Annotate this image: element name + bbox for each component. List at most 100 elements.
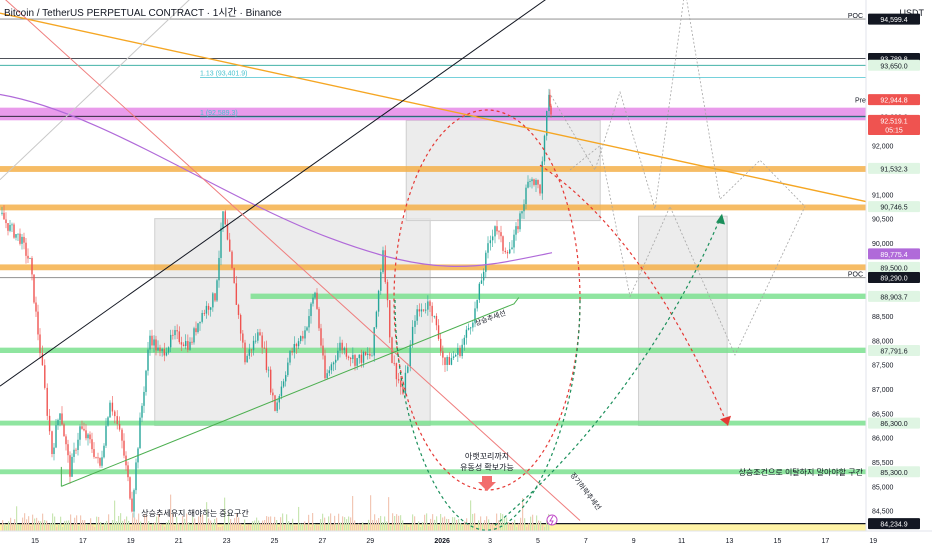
volume-bar bbox=[220, 526, 222, 531]
candle-body bbox=[535, 180, 537, 185]
volume-bar bbox=[504, 517, 506, 531]
candle-body bbox=[218, 257, 220, 281]
candle-body bbox=[99, 457, 101, 466]
volume-bar bbox=[134, 517, 136, 531]
volume-bar bbox=[500, 513, 502, 531]
candle-body bbox=[431, 305, 433, 317]
candle-body bbox=[250, 349, 253, 351]
candle-body bbox=[506, 252, 509, 254]
volume-bar bbox=[468, 524, 470, 531]
volume-bar bbox=[218, 526, 220, 531]
volume-bar bbox=[200, 514, 202, 531]
candle-body bbox=[328, 370, 330, 374]
volume-bar bbox=[146, 515, 148, 531]
volume-bar bbox=[324, 517, 326, 531]
projection-path-lower bbox=[569, 144, 806, 356]
volume-bar bbox=[214, 519, 216, 531]
candle-body bbox=[467, 328, 470, 330]
volume-bar bbox=[290, 524, 292, 531]
candle-body bbox=[77, 439, 79, 451]
candle-body bbox=[287, 362, 289, 376]
volume-bar bbox=[62, 526, 64, 531]
volume-bar bbox=[94, 526, 96, 531]
candle-body bbox=[452, 356, 455, 358]
volume-bar bbox=[400, 515, 402, 531]
volume-bar bbox=[260, 523, 262, 531]
candle-body bbox=[205, 305, 208, 314]
candle-body bbox=[433, 315, 435, 317]
y-tick-label: 90,000 bbox=[872, 241, 894, 248]
volume-bar bbox=[80, 515, 82, 531]
candle-body bbox=[79, 426, 81, 440]
candle-body bbox=[182, 344, 185, 346]
volume-bar bbox=[306, 525, 308, 531]
candle-body bbox=[465, 329, 468, 338]
volume-bar bbox=[374, 514, 376, 531]
candle-body bbox=[220, 228, 222, 258]
candle-body bbox=[103, 445, 105, 458]
candle-body bbox=[203, 312, 205, 314]
candle-body bbox=[326, 373, 328, 379]
candle-body bbox=[461, 344, 463, 357]
lightning-icon bbox=[546, 514, 558, 526]
volume-bar bbox=[20, 524, 22, 531]
volume-bar bbox=[388, 497, 390, 531]
volume-bar bbox=[486, 516, 488, 531]
candle-body bbox=[252, 340, 255, 351]
zone-band-green bbox=[0, 420, 866, 426]
candle-body bbox=[39, 334, 41, 354]
candle-body bbox=[293, 343, 295, 353]
volume-bar bbox=[528, 523, 530, 531]
candle-body bbox=[259, 332, 261, 336]
candle-body bbox=[369, 353, 371, 356]
candle-body bbox=[143, 391, 145, 406]
volume-bar bbox=[298, 506, 300, 531]
candle-body bbox=[474, 308, 476, 323]
volume-bar bbox=[342, 516, 344, 531]
candle-body bbox=[246, 355, 248, 363]
volume-bar bbox=[286, 514, 288, 531]
x-tick-label: 13 bbox=[726, 538, 734, 545]
x-tick-label: 29 bbox=[366, 538, 374, 545]
volume-bar bbox=[408, 526, 410, 531]
volume-bar bbox=[44, 520, 46, 531]
candle-body bbox=[395, 363, 398, 380]
candle-body bbox=[170, 334, 172, 348]
volume-bar bbox=[196, 525, 198, 531]
candle-body bbox=[375, 311, 378, 328]
range-box bbox=[638, 215, 728, 427]
volume-bar bbox=[412, 514, 414, 531]
volume-bar bbox=[314, 523, 316, 531]
volume-bar bbox=[456, 519, 458, 531]
volume-bar bbox=[192, 516, 194, 531]
volume-bar bbox=[334, 515, 336, 531]
volume-bar bbox=[404, 525, 406, 531]
volume-bar bbox=[516, 526, 518, 531]
candle-body bbox=[407, 366, 409, 373]
candle-body bbox=[87, 434, 89, 439]
candle-body bbox=[276, 402, 278, 411]
volume-bar bbox=[396, 514, 398, 531]
price-badge-label: 88,903.7 bbox=[880, 294, 907, 301]
y-tick-label: 85,500 bbox=[872, 460, 894, 467]
candle-body bbox=[97, 457, 99, 459]
candle-body bbox=[129, 477, 131, 499]
volume-bar bbox=[92, 525, 94, 531]
volume-bar bbox=[158, 514, 160, 531]
volume-bar bbox=[444, 516, 446, 531]
volume-bar bbox=[24, 513, 26, 531]
volume-bar bbox=[272, 523, 274, 531]
candle-body bbox=[9, 224, 11, 231]
volume-bar bbox=[410, 525, 412, 531]
volume-bar bbox=[270, 516, 272, 531]
candle-body bbox=[546, 111, 548, 136]
candle-body bbox=[335, 359, 337, 363]
volume-bar bbox=[424, 514, 426, 531]
candle-body bbox=[235, 283, 238, 305]
volume-bar bbox=[380, 515, 382, 531]
volume-bar bbox=[28, 516, 30, 531]
candle-body bbox=[185, 341, 187, 346]
candle-body bbox=[300, 336, 302, 342]
candle-body bbox=[242, 333, 244, 343]
